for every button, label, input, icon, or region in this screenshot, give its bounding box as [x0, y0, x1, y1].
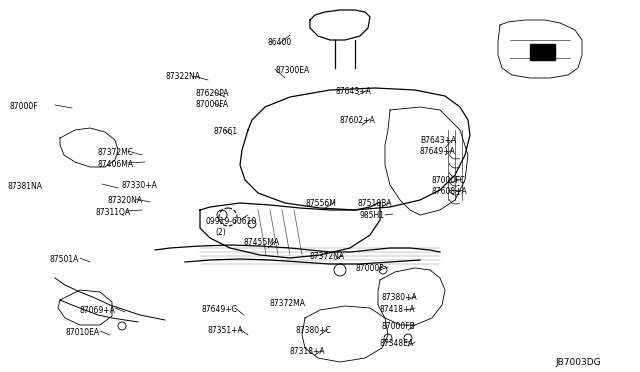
Text: (2): (2) [215, 228, 226, 237]
Text: 87455MA: 87455MA [243, 238, 279, 247]
Bar [530, 44, 555, 60]
Text: 87381NA: 87381NA [8, 182, 43, 191]
Text: 09919-60610: 09919-60610 [206, 217, 257, 226]
Text: 87300EA: 87300EA [275, 66, 309, 75]
Text: 87311QA: 87311QA [96, 208, 131, 217]
Text: 87000F: 87000F [10, 102, 38, 111]
Text: 87608+A: 87608+A [431, 187, 467, 196]
Text: 87330+A: 87330+A [122, 181, 158, 190]
Text: 87000FA: 87000FA [196, 100, 229, 109]
Text: 87372NA: 87372NA [310, 252, 345, 261]
Text: 87380+A: 87380+A [382, 293, 418, 302]
Text: 87418+A: 87418+A [380, 305, 415, 314]
Text: 985H1: 985H1 [360, 211, 385, 220]
Text: 87380+C: 87380+C [295, 326, 331, 335]
Text: 87318+A: 87318+A [290, 347, 326, 356]
Text: 87661: 87661 [213, 127, 237, 136]
Text: B7643+A: B7643+A [420, 136, 456, 145]
Text: 87649+A: 87649+A [420, 147, 456, 156]
Text: 87643+A: 87643+A [335, 87, 371, 96]
Text: 87510BA: 87510BA [357, 199, 392, 208]
Text: 87501A: 87501A [49, 255, 78, 264]
Text: 87322NA: 87322NA [165, 72, 200, 81]
Text: 87351+A: 87351+A [207, 326, 243, 335]
Text: 87372MC: 87372MC [97, 148, 133, 157]
Text: 87649+C: 87649+C [202, 305, 238, 314]
Text: 86400: 86400 [268, 38, 292, 47]
Text: 87000FB: 87000FB [382, 322, 416, 331]
Text: JB7003DG: JB7003DG [555, 358, 600, 367]
Text: 87010EA: 87010EA [65, 328, 99, 337]
Text: 87000F: 87000F [356, 264, 385, 273]
Text: 87620PA: 87620PA [196, 89, 230, 98]
Text: 87320NA: 87320NA [108, 196, 143, 205]
Text: 87069+A: 87069+A [80, 306, 116, 315]
Text: 87000FC: 87000FC [431, 176, 465, 185]
Text: 87348EA: 87348EA [380, 339, 414, 348]
Text: 87406MA: 87406MA [97, 160, 133, 169]
Text: 87556M: 87556M [305, 199, 336, 208]
Text: 87602+A: 87602+A [340, 116, 376, 125]
Text: 87372MA: 87372MA [270, 299, 306, 308]
